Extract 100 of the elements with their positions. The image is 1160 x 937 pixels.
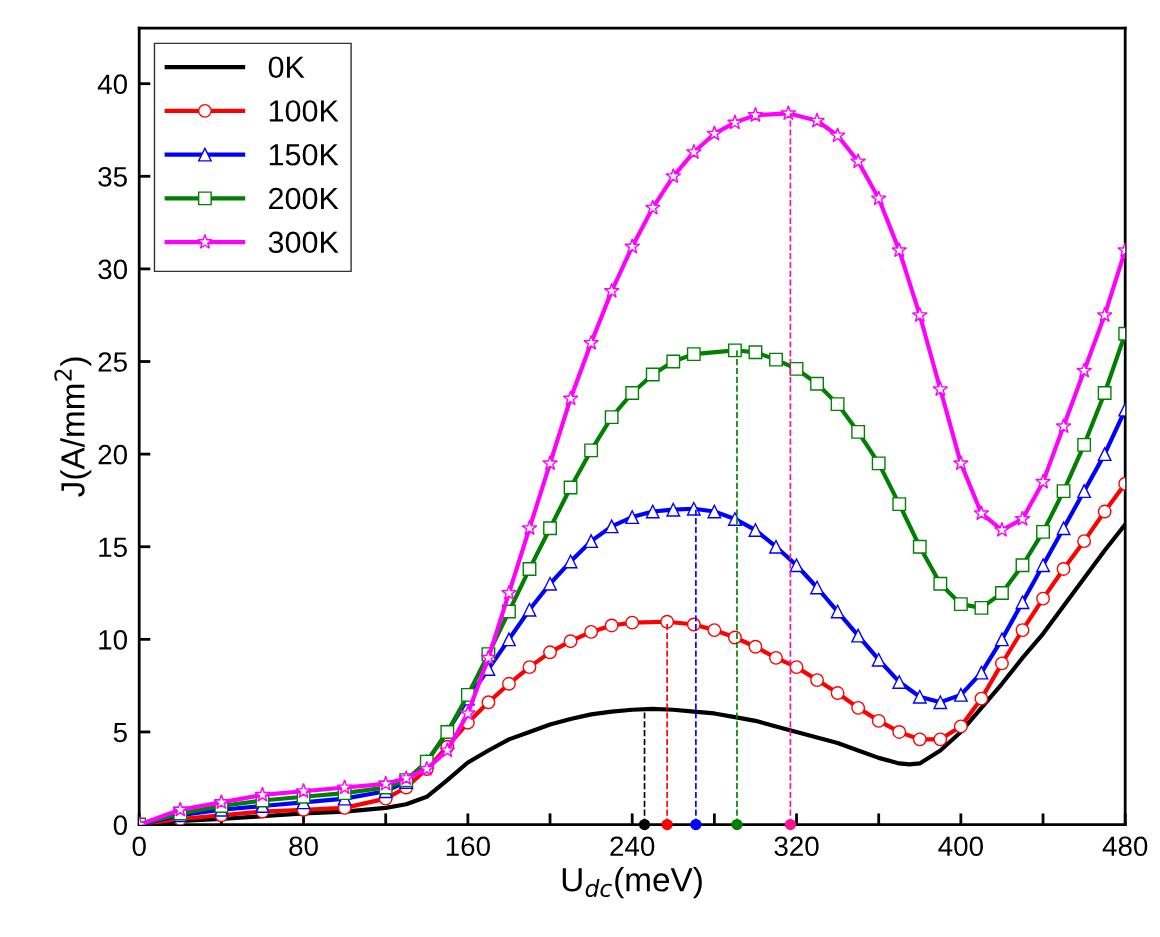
y-tick-label: 0: [113, 815, 127, 835]
point: [933, 576, 948, 591]
point: [1077, 437, 1092, 452]
legend-label: 100K: [269, 100, 339, 122]
point: [563, 480, 578, 495]
point: [686, 347, 701, 362]
point: [871, 652, 886, 667]
point: [706, 125, 723, 141]
point: [748, 639, 763, 654]
point: [995, 656, 1009, 671]
legend-label: 300K: [268, 231, 339, 254]
point: [892, 497, 907, 512]
point: [665, 167, 682, 184]
point: [1077, 534, 1092, 549]
point: [502, 676, 516, 691]
y-tick-label: 25: [98, 352, 127, 372]
point: [1014, 510, 1031, 526]
point: [912, 539, 927, 554]
point: [522, 660, 537, 675]
point: [439, 742, 456, 758]
point: [851, 628, 866, 643]
point: [604, 519, 619, 534]
point: [604, 410, 619, 425]
point: [748, 345, 763, 360]
point: [624, 238, 641, 254]
point: [604, 618, 619, 633]
point: [871, 713, 886, 728]
point: [563, 554, 578, 569]
point: [522, 602, 537, 617]
point: [974, 665, 989, 680]
point: [543, 645, 557, 660]
point: [1036, 591, 1050, 606]
point: [584, 624, 599, 639]
point: [748, 523, 763, 538]
point: [521, 519, 538, 536]
point: [769, 352, 783, 367]
point: [1056, 484, 1071, 499]
x-axis-title: U$_{dc}$(meV): [562, 867, 702, 899]
point: [459, 705, 476, 721]
x-tick-label: 240: [610, 836, 655, 857]
point: [707, 504, 722, 519]
point: [562, 390, 579, 406]
point: [254, 786, 271, 802]
point: [810, 580, 825, 595]
point: [1076, 362, 1093, 378]
x-tick-label: 0: [132, 836, 146, 857]
point: [851, 700, 866, 715]
y-axis-title: J(A/mm$^{2}$): [54, 357, 92, 497]
point: [952, 455, 969, 471]
point: [780, 104, 797, 121]
y-tick-label: 20: [98, 444, 128, 465]
point: [1035, 473, 1051, 489]
point: [933, 732, 948, 747]
point: [892, 725, 907, 739]
point: [603, 282, 620, 298]
point: [398, 769, 415, 786]
point: [660, 614, 675, 629]
point: [1056, 562, 1071, 576]
point: [789, 361, 804, 376]
point: [584, 443, 599, 458]
legend-label: 200K: [269, 187, 339, 210]
point: [644, 199, 661, 215]
point: [1015, 623, 1030, 638]
y-tick-label: 10: [99, 630, 128, 650]
point: [953, 719, 968, 734]
x-tick-label: 80: [289, 836, 318, 857]
point: [666, 354, 681, 369]
point: [522, 562, 537, 576]
x-tick-label: 400: [938, 836, 983, 857]
y-tick-label: 30: [98, 259, 128, 280]
point: [974, 600, 989, 615]
point: [974, 691, 989, 706]
point: [625, 386, 640, 400]
point: [543, 576, 557, 591]
point: [769, 539, 783, 554]
point: [891, 242, 908, 258]
y-tick-label: 5: [113, 722, 127, 743]
point: [726, 114, 743, 130]
point: [563, 634, 578, 649]
point: [932, 380, 949, 397]
point: [500, 584, 517, 600]
y-tick-label: 40: [97, 74, 128, 95]
point: [172, 801, 189, 817]
point: [993, 521, 1010, 537]
point: [892, 674, 907, 689]
y-tick-label: 35: [98, 166, 127, 187]
point: [583, 334, 600, 350]
point: [543, 521, 557, 536]
point: [685, 143, 702, 160]
point: [481, 695, 496, 710]
point: [1055, 418, 1072, 434]
point: [502, 632, 516, 647]
point: [1077, 484, 1092, 499]
point: [625, 615, 640, 630]
point: [1036, 558, 1050, 573]
point: [1015, 558, 1030, 573]
point: [1097, 386, 1112, 400]
point: [953, 687, 968, 702]
point: [707, 623, 722, 638]
point: [810, 376, 825, 391]
